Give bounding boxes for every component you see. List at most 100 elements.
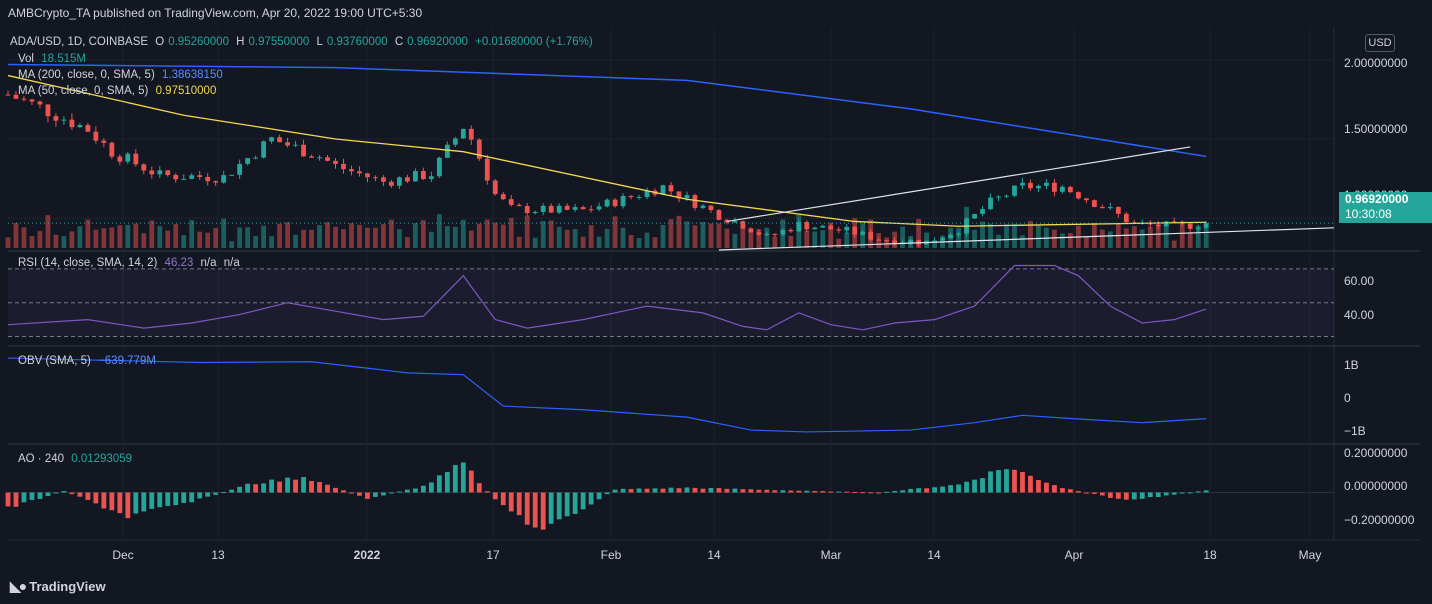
candle-body xyxy=(341,163,346,170)
ao-bar xyxy=(269,479,274,493)
volume-bar xyxy=(580,236,586,248)
ao-bar xyxy=(436,475,442,493)
symbol-legend[interactable]: ADA/USD, 1D, COINBASE O 0.95260000 H 0.975… xyxy=(10,36,597,48)
obv-legend[interactable]: OBV (SMA, 5) −639.779M xyxy=(18,355,160,367)
volume-bar xyxy=(293,234,298,248)
volume-bar xyxy=(1107,231,1113,248)
volume-bar xyxy=(652,237,658,248)
volume-bar xyxy=(564,229,570,248)
candle-body xyxy=(373,177,378,179)
ao-bar xyxy=(596,492,602,500)
candle-body xyxy=(788,229,794,232)
volume-bar xyxy=(532,237,538,248)
candle-body xyxy=(1083,198,1089,201)
ao-bar xyxy=(564,492,570,517)
volume-bar xyxy=(500,224,506,248)
obv-value: −639.779M xyxy=(98,355,156,367)
volume-bar xyxy=(1123,228,1129,248)
ao-bar xyxy=(884,491,890,493)
candle-body xyxy=(572,207,578,210)
volume-bar xyxy=(964,206,969,248)
candle-body xyxy=(508,199,514,205)
volume-bar xyxy=(325,222,330,248)
currency-button[interactable]: USD xyxy=(1365,34,1395,52)
ao-bar xyxy=(37,492,43,499)
candle-body xyxy=(820,225,826,228)
ao-bar xyxy=(708,487,714,493)
volume-bar xyxy=(1155,226,1161,248)
volume-bar xyxy=(1068,233,1073,248)
rsi-legend[interactable]: RSI (14, close, SMA, 14, 2) 46.23 n/a n/… xyxy=(18,257,244,269)
volume-bar xyxy=(1139,229,1145,248)
symbol-label: ADA/USD, 1D, COINBASE xyxy=(10,36,149,48)
volume-bar xyxy=(1195,225,1201,248)
volume-bar xyxy=(732,233,738,248)
ao-bar xyxy=(1195,491,1201,493)
ao-bar xyxy=(692,487,698,493)
candle-body xyxy=(133,153,139,165)
ao-bar xyxy=(1131,492,1137,500)
volume-legend[interactable]: Vol 18.515M xyxy=(18,53,90,65)
candle-body xyxy=(125,153,131,162)
volume-bar xyxy=(684,221,690,248)
volume-bar xyxy=(213,227,219,248)
ao-bar xyxy=(684,487,690,493)
volume-bar xyxy=(117,225,123,248)
ao-bar xyxy=(205,492,211,497)
tradingview-footer[interactable]: ◣● TradingView xyxy=(10,578,106,595)
candle-body xyxy=(1187,223,1193,229)
volume-bar xyxy=(660,224,666,248)
volume-bar xyxy=(668,219,674,248)
candle-body xyxy=(620,195,626,207)
candle-body xyxy=(317,157,322,159)
trendline xyxy=(718,227,1335,251)
candle-body xyxy=(836,229,842,231)
ao-bar xyxy=(5,492,11,507)
volume-bar xyxy=(556,226,562,248)
volume-bar xyxy=(900,226,906,248)
volume-bar xyxy=(1091,222,1097,248)
volume-bar xyxy=(916,218,922,248)
ao-bar xyxy=(876,492,882,494)
ao-bar xyxy=(253,484,259,493)
ao-bar xyxy=(868,492,874,494)
candle-body xyxy=(588,209,594,211)
candle-body xyxy=(357,171,362,174)
volume-bar xyxy=(780,219,786,248)
candle-body xyxy=(13,94,19,99)
ao-bar xyxy=(237,486,243,493)
ao-bar xyxy=(772,490,778,493)
ao-bar xyxy=(412,488,418,493)
candle-body xyxy=(53,116,59,121)
ao-bar xyxy=(460,462,466,493)
high-label: H xyxy=(236,36,245,48)
ma200-legend[interactable]: MA (200, close, 0, SMA, 5) 1.38638150 xyxy=(18,69,227,81)
ao-bar xyxy=(357,492,362,496)
volume-bar xyxy=(357,224,362,248)
x-tick: Mar xyxy=(820,548,842,562)
ao-bar xyxy=(53,492,59,494)
candle-body xyxy=(205,176,211,182)
volume-bar xyxy=(876,233,882,248)
volume-bar xyxy=(932,241,937,248)
candle-body xyxy=(444,144,450,158)
volume-bar xyxy=(389,219,394,248)
ao-legend[interactable]: AO · 240 0.01293059 xyxy=(18,453,136,465)
ao-bar xyxy=(397,491,402,493)
volume-bar xyxy=(61,236,67,248)
volume-bar xyxy=(1187,232,1193,248)
ao-bar xyxy=(740,489,746,493)
volume-bar xyxy=(157,226,163,248)
volume-bar xyxy=(444,226,450,248)
volume-bar xyxy=(676,215,682,248)
candle-body xyxy=(157,170,163,175)
ma50-legend[interactable]: MA (50, close, 0, SMA, 5) 0.97510000 xyxy=(18,85,220,97)
obv-tick: 1B xyxy=(1344,358,1359,372)
last-price-tag: 0.96920000 10:30:08 xyxy=(1339,192,1432,223)
volume-bar xyxy=(1171,240,1177,248)
volume-bar xyxy=(93,229,99,248)
candle-body xyxy=(181,178,187,180)
ao-bar xyxy=(812,490,818,493)
ao-bar xyxy=(996,470,1001,493)
